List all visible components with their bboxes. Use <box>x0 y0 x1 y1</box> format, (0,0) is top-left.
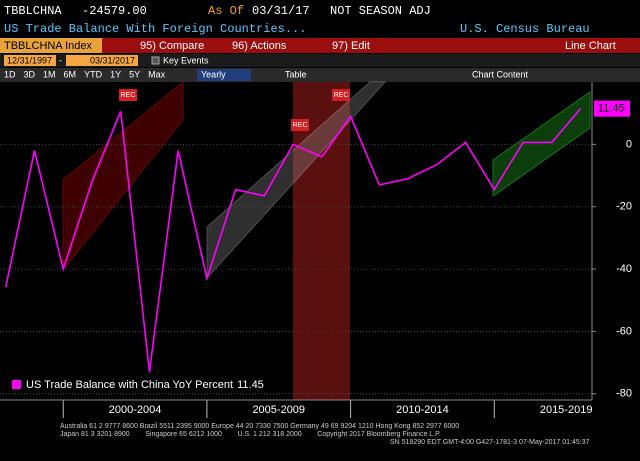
source: U.S. Census Bureau <box>460 22 590 36</box>
x-axis-strip <box>0 400 640 418</box>
legend-swatch <box>12 380 21 389</box>
recession-label: REC <box>334 92 349 99</box>
chart-content-button[interactable]: Chart Content <box>472 69 529 79</box>
start-box[interactable] <box>4 55 56 66</box>
recession-band <box>293 82 350 400</box>
range-row <box>0 54 640 67</box>
x-tick-label: 2010-2014 <box>396 404 449 416</box>
end-date[interactable]: 03/31/2017 <box>90 55 135 65</box>
security[interactable]: TBBLCHNA Index <box>4 40 93 52</box>
series-line <box>4 108 582 373</box>
compare-button[interactable]: 95) Compare <box>140 40 204 52</box>
period-button[interactable]: Max <box>148 69 166 79</box>
y-tick-label: -20 <box>616 201 632 213</box>
adjustment: NOT SEASON ADJ <box>330 4 431 18</box>
as-of-date: 03/31/17 <box>252 4 310 18</box>
period-button[interactable]: 5Y <box>129 69 140 79</box>
x-tick-label: 2005-2009 <box>252 404 305 416</box>
key-events[interactable]: Key Events <box>163 55 209 65</box>
footer-line: SN 518290 EDT GMT-4:00 G427-1781-3 07-Ma… <box>390 439 590 446</box>
frequency-box[interactable] <box>197 69 251 81</box>
y-tick-label: 0 <box>626 138 632 150</box>
end-box[interactable] <box>66 55 138 66</box>
last-value-tag: 11.45 <box>598 103 625 115</box>
period-button[interactable]: YTD <box>84 69 103 79</box>
recession-marker <box>332 89 350 101</box>
x-tick-label: 2000-2004 <box>109 404 162 416</box>
frequency[interactable]: Yearly <box>201 69 226 79</box>
recession-label: REC <box>121 92 136 99</box>
table-button[interactable]: Table <box>285 69 307 79</box>
plot: 11.45 <box>4 100 630 373</box>
period-button[interactable]: 1M <box>43 69 56 79</box>
menu-bar <box>102 38 640 53</box>
ticker: TBBLCHNA <box>4 4 62 18</box>
footer-line: Australia 61 2 9777 8600 Brazil 5511 239… <box>60 423 459 430</box>
actions-button[interactable]: 96) Actions <box>232 40 287 52</box>
y-tick-label: -60 <box>616 325 632 337</box>
trend-channel <box>62 80 184 272</box>
footer-line: Japan 81 3 3201 8900 Singapore 65 6212 1… <box>60 431 441 438</box>
as-of-label: As Of <box>208 4 244 18</box>
legend-value: 11.45 <box>237 379 264 391</box>
y-tick-label: -80 <box>616 388 632 400</box>
recession-marker <box>119 89 137 101</box>
edit-button[interactable]: 97) Edit <box>332 40 370 52</box>
period-button[interactable]: 3D <box>24 69 36 79</box>
view-button[interactable]: Line Chart <box>565 40 616 52</box>
legend-label: US Trade Balance with China YoY Percent <box>26 379 233 391</box>
x-tick-label: 2015-2019 <box>540 404 593 416</box>
last-value: -24579.00 <box>82 4 147 18</box>
recession-marker <box>291 119 309 131</box>
trend-channel <box>492 91 591 197</box>
x-axis: 2000-2004 2005-2009 2010-2014 2015-2019 <box>0 399 593 418</box>
y-axis: 0 -20 -40 -60 -80 <box>591 82 632 400</box>
legend <box>8 377 293 393</box>
range-separator: - <box>59 55 62 65</box>
period-button[interactable]: 1Y <box>110 69 121 79</box>
security-box[interactable] <box>0 38 102 53</box>
toolbar <box>0 68 640 82</box>
recession-labels: REC REC REC <box>119 89 350 131</box>
key-events-checkbox[interactable] <box>151 56 160 65</box>
start-date[interactable]: 12/31/1997 <box>7 55 52 65</box>
recession-label: REC <box>293 122 308 129</box>
last-value-tag-box <box>594 100 630 117</box>
period-button[interactable]: 1D <box>4 69 16 79</box>
y-tick-label: -40 <box>616 263 632 275</box>
period-buttons: 1D 3D 1M 6M YTD 1Y 5Y Max <box>4 69 166 79</box>
description: US Trade Balance With Foreign Countries.… <box>4 22 306 36</box>
period-button[interactable]: 6M <box>64 69 77 79</box>
